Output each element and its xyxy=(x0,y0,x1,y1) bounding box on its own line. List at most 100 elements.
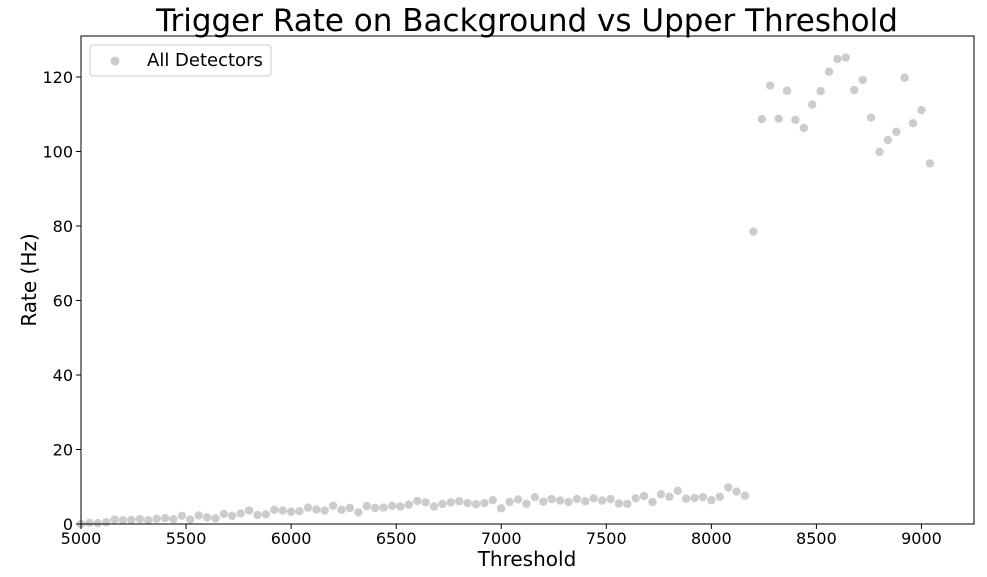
data-point xyxy=(93,519,103,528)
data-point xyxy=(286,507,296,516)
data-point xyxy=(480,498,489,508)
data-point xyxy=(387,501,397,510)
data-point xyxy=(110,515,119,524)
data-point xyxy=(404,500,413,509)
data-point xyxy=(488,495,498,505)
data-point xyxy=(211,514,220,523)
data-point xyxy=(866,113,876,122)
data-point xyxy=(639,491,649,501)
data-point xyxy=(925,159,935,168)
y-axis-label: Rate (Hz) xyxy=(17,233,41,326)
data-point xyxy=(858,75,867,85)
data-point xyxy=(740,491,750,500)
data-point xyxy=(303,503,313,512)
data-point xyxy=(421,498,430,507)
data-point xyxy=(732,487,741,496)
data-point xyxy=(589,494,598,503)
data-point xyxy=(278,506,287,515)
data-point xyxy=(160,513,170,523)
data-point xyxy=(791,115,800,125)
x-tick-label: 6500 xyxy=(376,529,417,548)
y-tick-label: 100 xyxy=(42,142,73,161)
data-point xyxy=(471,500,481,509)
data-point xyxy=(370,503,380,513)
data-point xyxy=(328,501,338,510)
x-axis-label: Threshold xyxy=(477,547,577,571)
data-point xyxy=(690,493,699,503)
data-point xyxy=(497,504,506,513)
data-point xyxy=(656,490,666,499)
data-point xyxy=(455,497,464,506)
x-tick-label: 5000 xyxy=(61,529,102,548)
data-point xyxy=(513,495,523,504)
data-point xyxy=(833,54,842,64)
data-point xyxy=(194,511,203,520)
x-tick-label: 7500 xyxy=(586,529,627,548)
x-axis: 5000 5500 6000 6500 7000 7500 8000 8500 9000 xyxy=(61,524,942,548)
data-point xyxy=(799,123,808,133)
data-point xyxy=(144,516,153,525)
data-point xyxy=(648,497,657,507)
data-point xyxy=(102,517,111,527)
x-tick-label: 8000 xyxy=(691,529,732,548)
data-point xyxy=(917,105,926,115)
data-point xyxy=(169,514,178,524)
legend: All Detectors xyxy=(89,44,272,77)
data-point xyxy=(581,497,590,506)
data-point xyxy=(816,86,825,96)
data-point xyxy=(782,86,792,95)
x-tick-label: 5500 xyxy=(166,529,207,548)
data-point xyxy=(446,498,456,507)
data-point xyxy=(345,503,355,513)
data-point xyxy=(673,486,682,496)
x-tick-label: 7000 xyxy=(481,529,522,548)
data-point xyxy=(614,499,624,508)
data-point xyxy=(244,506,254,515)
data-point xyxy=(152,514,161,523)
data-point xyxy=(606,494,615,504)
y-tick-label: 120 xyxy=(42,68,73,87)
data-point xyxy=(236,509,245,518)
legend-label: All Detectors xyxy=(147,50,263,71)
data-point xyxy=(875,147,884,157)
data-point xyxy=(505,497,514,507)
data-point xyxy=(555,496,565,505)
data-point xyxy=(808,100,817,109)
data-point xyxy=(707,495,716,505)
data-point xyxy=(85,518,94,528)
data-point xyxy=(118,516,128,525)
data-point xyxy=(908,118,918,128)
x-tick-label: 8500 xyxy=(796,529,837,548)
data-point xyxy=(177,511,187,520)
data-point xyxy=(396,502,405,511)
data-point xyxy=(564,497,573,507)
data-point xyxy=(715,492,724,502)
data-point xyxy=(665,492,674,502)
data-point xyxy=(892,127,901,136)
data-point xyxy=(337,505,346,515)
data-point xyxy=(850,85,859,95)
legend-box xyxy=(89,44,272,77)
data-point xyxy=(749,227,758,236)
data-point xyxy=(438,499,447,509)
data-point xyxy=(522,499,531,509)
data-point xyxy=(572,494,582,504)
x-tick-label: 9000 xyxy=(901,529,942,548)
data-point xyxy=(312,505,321,514)
y-tick-label: 60 xyxy=(53,291,73,310)
data-point xyxy=(186,515,195,524)
data-point xyxy=(530,492,540,502)
legend-marker xyxy=(110,56,120,66)
data-point xyxy=(270,505,279,515)
data-point xyxy=(547,494,556,504)
data-point xyxy=(261,510,271,519)
y-tick-label: 0 xyxy=(63,515,73,534)
data-point xyxy=(362,501,371,511)
data-point xyxy=(228,511,237,520)
data-point xyxy=(135,514,145,524)
data-point xyxy=(623,499,632,509)
y-tick-label: 40 xyxy=(53,366,73,385)
data-point xyxy=(824,67,834,76)
data-point xyxy=(774,114,783,123)
